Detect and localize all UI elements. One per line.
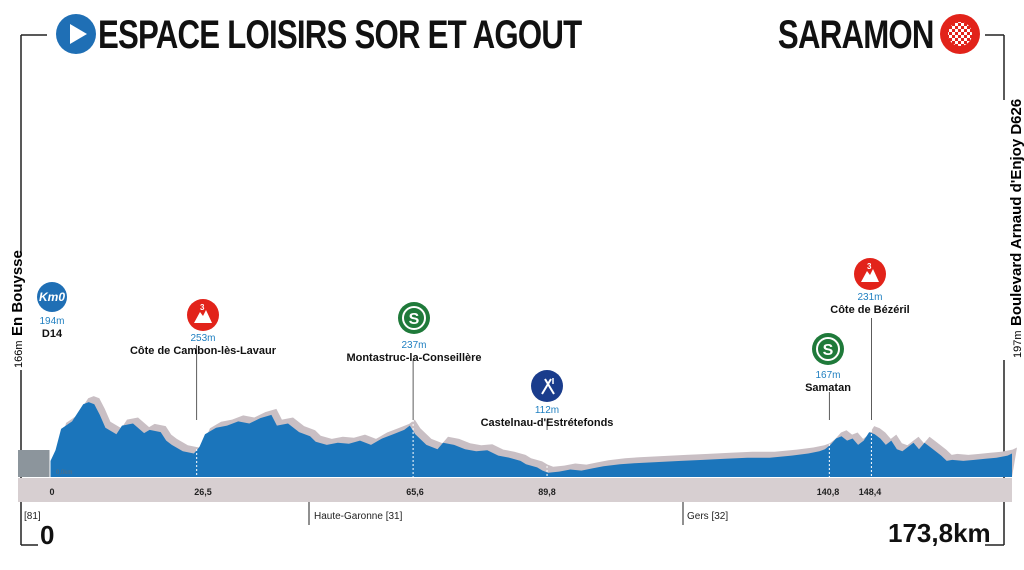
region-label: Haute-Garonne [31] bbox=[314, 511, 402, 522]
km-label: 148,4 bbox=[858, 487, 882, 497]
km-label: 65,6 bbox=[406, 487, 424, 497]
climb-icon: 3 bbox=[854, 258, 886, 290]
climb-category: 3 bbox=[867, 262, 872, 271]
start-km-total: 0 bbox=[40, 520, 55, 550]
elevation-profile bbox=[50, 402, 1012, 477]
finish-altitude: 197m bbox=[1012, 330, 1024, 358]
finish-flag-icon bbox=[940, 14, 980, 54]
start-play-icon bbox=[56, 14, 96, 54]
marker-name: Côte de Bézéril bbox=[830, 304, 910, 316]
region-name: Haute-Garonne bbox=[314, 511, 383, 522]
region-name: Gers bbox=[687, 511, 709, 522]
km-label: 140,8 bbox=[816, 487, 840, 497]
baseline-label: 0,0km bbox=[56, 470, 73, 476]
marker-altitude: 231m bbox=[857, 292, 883, 303]
kmzero-badge-text: Km0 bbox=[38, 290, 65, 304]
finish-place: Boulevard Arnaud d'Enjoy D626 bbox=[1008, 98, 1024, 327]
start-place: En Bouysse bbox=[9, 250, 26, 337]
feed-zone-icon bbox=[531, 370, 563, 402]
sprint-icon: S bbox=[398, 302, 430, 334]
sprint-letter: S bbox=[823, 342, 834, 359]
profile-layer bbox=[18, 300, 1017, 502]
region-label: Gers [32] bbox=[687, 511, 728, 522]
pre-start-block bbox=[18, 450, 50, 477]
marker-altitude: 253m bbox=[190, 333, 216, 344]
climb-category: 3 bbox=[200, 303, 205, 312]
marker-name: Montastruc-la-Conseillère bbox=[346, 352, 482, 364]
km-label: 89,8 bbox=[538, 487, 556, 497]
sprint-icon: S bbox=[812, 333, 844, 365]
marker-altitude: 237m bbox=[401, 340, 427, 351]
sprint-letter: S bbox=[409, 311, 420, 328]
marker-lines bbox=[196, 318, 872, 525]
finish-vertical-label: 197m Boulevard Arnaud d'Enjoy D626 bbox=[1008, 99, 1024, 358]
finish-title: SARAMON bbox=[778, 13, 935, 57]
kmzero-altitude: 194m bbox=[39, 316, 65, 327]
kmzero-icon: Km0 bbox=[37, 282, 67, 312]
marker-altitude: 167m bbox=[815, 370, 841, 381]
road-band bbox=[18, 478, 1012, 502]
km-label: 26,5 bbox=[194, 487, 212, 497]
climb-icon: 3 bbox=[187, 299, 219, 331]
start-altitude: 166m bbox=[13, 340, 25, 368]
start-title: ESPACE LOISIRS SOR ET AGOUT bbox=[98, 13, 582, 57]
region-code: [31] bbox=[385, 511, 403, 522]
kmzero-road: D14 bbox=[41, 328, 63, 340]
start-dept: [81] bbox=[24, 511, 41, 522]
marker-altitude: 112m bbox=[534, 405, 560, 416]
marker-name: Castelnau-d'Estrétefonds bbox=[480, 417, 614, 429]
finish-km-total: 173,8km bbox=[888, 518, 991, 548]
marker-name: Côte de Cambon-lès-Lavaur bbox=[129, 345, 277, 357]
marker-name: Samatan bbox=[805, 382, 851, 394]
region-code: [32] bbox=[711, 511, 729, 522]
start-vertical-label: 166m En Bouysse bbox=[9, 250, 27, 368]
start-km-label: 0 bbox=[49, 487, 55, 497]
